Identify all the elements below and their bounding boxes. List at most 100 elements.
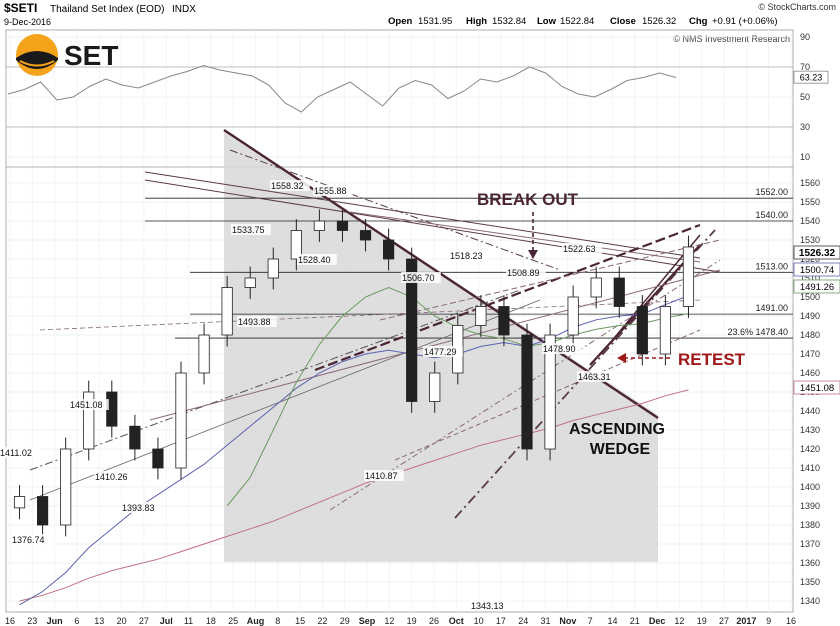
price-tick-label: 1470 (800, 349, 820, 359)
price-label: 1555.88 (314, 186, 347, 196)
date-tick-label: 26 (429, 616, 439, 626)
date-tick-label: 14 (607, 616, 617, 626)
candle-body (544, 334, 556, 450)
price-tick-label: 1540 (800, 216, 820, 226)
panel-credit: © NMS Investment Research (673, 34, 790, 44)
date-tick-label: 12 (384, 616, 394, 626)
date-tick-label: Jul (160, 616, 173, 626)
price-label: 1477.29 (424, 347, 457, 357)
price-tick-label: 1560 (800, 178, 820, 188)
price-label: 1411.02 (0, 448, 32, 458)
date-tick-label: 24 (518, 616, 528, 626)
open-label: Open (388, 16, 412, 27)
level-label: 1513.00 (755, 261, 788, 271)
chart-symbol: $SETI (4, 1, 37, 15)
close-value: 1526.32 (642, 16, 676, 27)
candle-body (221, 287, 233, 336)
price-label-bg (313, 185, 353, 196)
last-price-value: 1526.32 (799, 248, 836, 259)
candles (13, 209, 695, 537)
price-tick-label: 1550 (800, 197, 820, 207)
price-tick-label: 1390 (800, 501, 820, 511)
price-label-bg (94, 471, 134, 482)
candle-body (475, 306, 487, 326)
candle-body (590, 277, 602, 298)
open-value: 1531.95 (418, 16, 452, 27)
date-tick-label: 19 (407, 616, 417, 626)
candle-body (313, 220, 325, 231)
candle (567, 285, 579, 347)
price-axis: 1560155015401530152015101500149014801470… (800, 178, 820, 606)
price-label-bg (542, 343, 582, 354)
trend-line (39, 299, 701, 331)
ma-badge-blue-value: 1500.74 (800, 265, 834, 276)
date-tick-label: 21 (630, 616, 640, 626)
high-value: 1532.84 (492, 16, 526, 27)
candle (682, 235, 695, 318)
candle (636, 295, 648, 366)
candle-body (198, 334, 210, 374)
price-label-bg (11, 534, 51, 545)
date-tick-label: 6 (74, 616, 79, 626)
price-tick-label: 1410 (800, 463, 820, 473)
candle (613, 266, 625, 318)
price-tick-label: 1340 (800, 596, 820, 606)
date-tick-label: 16 (5, 616, 15, 626)
date-tick-label: Jun (47, 616, 63, 626)
price-label-bg (270, 180, 310, 191)
date-tick-label: 13 (94, 616, 104, 626)
candle (37, 485, 49, 537)
price-label-bg (69, 399, 109, 410)
price-tick-label: 1440 (800, 406, 820, 416)
price-label: 1376.74 (12, 535, 45, 545)
ohlc-readout: Open 1531.95 High 1532.84 Low 1522.84 Cl… (388, 16, 778, 27)
price-label: 1528.40 (298, 255, 331, 265)
rsi-tick-label: 70 (800, 62, 810, 72)
low-value: 1522.84 (560, 16, 594, 27)
price-label: 1522.63 (563, 244, 596, 254)
candle (336, 209, 349, 242)
candle (221, 276, 233, 347)
close-label: Close (610, 16, 636, 27)
level-label: 1552.00 (755, 187, 788, 197)
price-label-bg (562, 243, 602, 254)
level-label: 1540.00 (755, 210, 788, 220)
last-price-badge: 1526.32 (793, 245, 840, 260)
set-logo-text: SET (64, 40, 118, 71)
candle-body (567, 296, 579, 336)
date-tick-label: 12 (674, 616, 684, 626)
price-label: 1410.26 (95, 472, 128, 482)
low-label: Low (537, 16, 557, 27)
date-tick-label: 11 (184, 616, 193, 626)
candle (152, 437, 164, 480)
trend-line (349, 211, 701, 263)
candle-body (244, 277, 256, 288)
level-label: 1491.00 (755, 303, 788, 313)
price-label-bg (470, 600, 510, 611)
candle-body (682, 246, 695, 307)
rsi-tick-label: 90 (800, 32, 810, 42)
price-label: 1558.32 (271, 181, 304, 191)
price-label: 1533.75 (232, 225, 265, 235)
trend-line (29, 289, 521, 471)
price-tick-label: 1420 (800, 444, 820, 454)
candle (659, 295, 671, 366)
wedge-annotation-line2: WEDGE (590, 441, 651, 458)
trend-line (229, 149, 561, 271)
price-tick-label: 1380 (800, 520, 820, 530)
price-label: 1518.23 (450, 251, 483, 261)
candle-body (152, 448, 164, 469)
price-labels: 1411.02 1376.74 1451.08 1410.26 1393.83 1493.… (0, 180, 617, 611)
date-tick-label: 31 (541, 616, 551, 626)
price-label-bg (364, 470, 404, 481)
chart-brand: © StockCharts.com (758, 2, 836, 12)
trend-line (223, 129, 659, 419)
candle-body (429, 372, 441, 402)
price-label-bg (577, 371, 617, 382)
price-label-bg (401, 272, 441, 283)
candle-body (129, 425, 141, 450)
price-tick-label: 1350 (800, 577, 820, 587)
trend-line (144, 179, 721, 273)
date-tick-label: 27 (719, 616, 729, 626)
